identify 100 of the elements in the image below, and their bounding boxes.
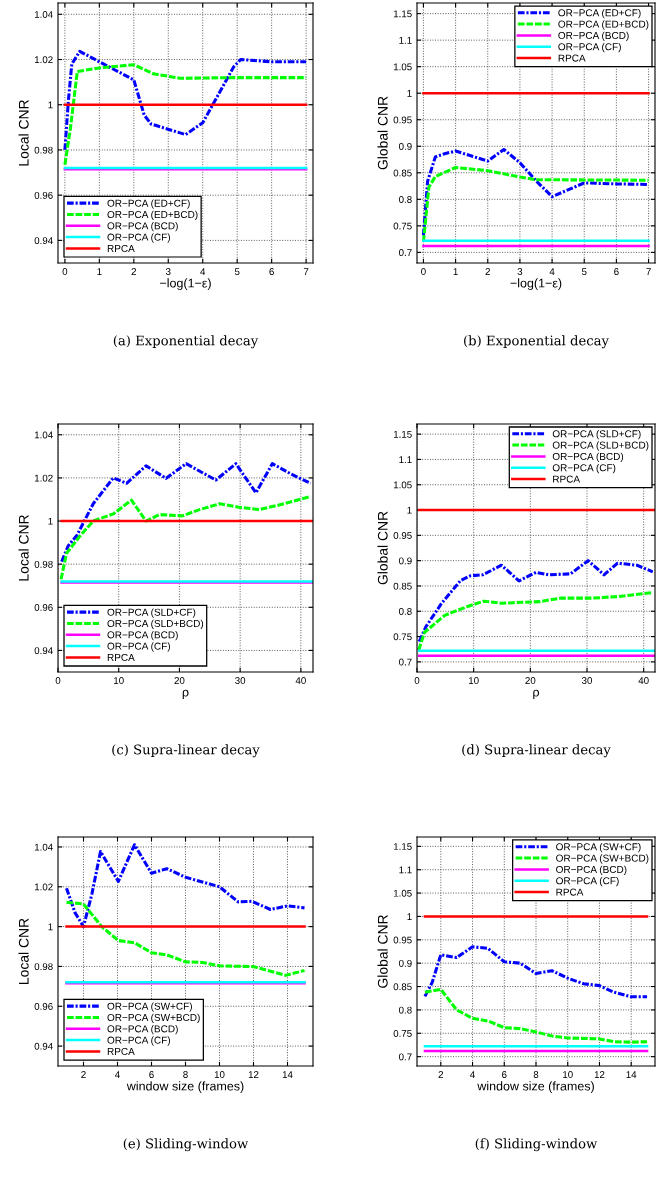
y-tick-label: 1: [48, 923, 53, 931]
y-tick-label: 0.7: [399, 249, 412, 257]
y-axis-title: Global CNR: [377, 96, 388, 170]
y-axis-title: Global CNR: [377, 511, 388, 585]
y-tick-label: 1: [407, 90, 412, 97]
x-axis-title: window size (frames): [477, 1081, 594, 1093]
y-tick-label: 0.85: [393, 582, 412, 590]
x-tick-label: 0: [55, 677, 61, 684]
x-tick-label: 30: [581, 677, 593, 684]
x-tick-label: 5: [581, 268, 587, 275]
y-tick-label: 0.8: [399, 1006, 412, 1014]
x-tick-label: 20: [174, 677, 185, 684]
legend-label: OR−PCA (SLD+CF): [107, 608, 196, 618]
y-tick-label: 1.04: [34, 11, 53, 18]
y-tick-label: 0.8: [399, 196, 412, 203]
y-tick-label: 0.75: [393, 633, 412, 641]
x-tick-label: 0: [62, 268, 68, 275]
legend-label: OR−PCA (SW+BCD): [107, 1013, 200, 1024]
y-tick-label: 1.05: [393, 481, 412, 489]
x-tick-label: 2: [485, 268, 490, 275]
y-tick-label: 1.05: [393, 63, 412, 71]
y-tick-label: 1.15: [393, 843, 412, 850]
y-tick-label: 0.8: [399, 608, 412, 615]
y-tick-label: 0.95: [393, 116, 412, 124]
x-axis-title: −log(1−ε): [160, 278, 211, 290]
y-tick-label: 0.94: [34, 1042, 53, 1050]
legend-label: OR−PCA (BCD): [107, 222, 178, 232]
legend-label: OR−PCA (ED+CF): [558, 9, 641, 19]
text: (f) Sliding-window: [475, 1138, 598, 1152]
x-tick-label: 6: [614, 268, 619, 275]
y-tick-label: 0.75: [393, 222, 412, 230]
x-tick-label: 1: [97, 268, 102, 275]
x-tick-label: 6: [149, 1071, 154, 1078]
legend-label: OR−PCA (SLD+BCD): [107, 619, 204, 630]
legend-label: RPCA: [107, 653, 135, 662]
x-tick-label: 7: [646, 268, 651, 275]
y-tick-label: 1.05: [393, 889, 412, 897]
y-tick-label: 1.02: [34, 883, 53, 891]
y-tick-label: 0.7: [399, 1053, 412, 1061]
x-tick-label: 4: [200, 268, 206, 275]
y-tick-label: 0.95: [393, 532, 412, 539]
y-tick-label: 0.98: [34, 560, 53, 568]
y-tick-label: 1.1: [399, 36, 412, 44]
y-tick-label: 1.1: [399, 456, 412, 463]
y-tick-label: 1.15: [393, 10, 412, 18]
x-tick-label: 0: [414, 677, 420, 684]
x-tick-label: 7: [303, 268, 309, 275]
y-tick-label: 0.9: [399, 557, 412, 565]
x-tick-label: 0: [421, 268, 426, 275]
y-axis-title: Local CNR: [18, 100, 29, 166]
x-tick-label: 4: [115, 1071, 120, 1078]
legend-label: OR−PCA (SW+CF): [107, 1002, 192, 1012]
y-tick-label: 1.02: [34, 56, 53, 64]
y-tick-label: 0.75: [393, 1030, 412, 1037]
legend-label: OR−PCA (BCD): [552, 452, 624, 462]
text: (a) Exponential decay: [113, 335, 259, 349]
x-tick-label: 20: [525, 677, 536, 684]
y-tick-label: 0.95: [393, 936, 412, 944]
y-tick-label: 1.04: [34, 843, 53, 851]
x-tick-label: 10: [469, 677, 479, 684]
y-tick-label: 1.15: [393, 430, 412, 438]
x-tick-label: 12: [594, 1071, 605, 1078]
x-tick-label: 8: [183, 1071, 188, 1078]
legend-label: RPCA: [553, 475, 581, 483]
legend-label: OR−PCA (ED+BCD): [558, 20, 649, 30]
y-tick-label: 1: [48, 517, 53, 525]
x-tick-label: 2: [438, 1071, 444, 1078]
y-tick-label: 1: [407, 913, 412, 920]
x-tick-label: 14: [282, 1071, 293, 1078]
y-tick-label: 0.98: [34, 146, 53, 154]
text: (b) Exponential decay: [464, 335, 609, 349]
legend-label: OR−PCA (CF): [107, 233, 170, 243]
y-tick-label: 1: [407, 506, 412, 514]
legend-label: OR−PCA (SW+CF): [556, 843, 641, 853]
y-axis-title: Global CNR: [377, 915, 388, 988]
y-tick-label: 1.1: [399, 866, 412, 874]
y-tick-label: 0.96: [34, 1002, 53, 1010]
legend-label: OR−PCA (BCD): [107, 1025, 178, 1035]
legend-label: OR−PCA (ED+BCD): [107, 210, 198, 221]
text: (e) Sliding-window: [123, 1138, 249, 1152]
y-tick-label: 0.96: [34, 604, 53, 611]
y-axis-title: Local CNR: [18, 918, 29, 984]
legend-label: OR−PCA (BCD): [558, 31, 629, 41]
legend-label: OR−PCA (CF): [558, 42, 621, 53]
x-tick-label: 6: [502, 1071, 507, 1078]
y-tick-label: 0.96: [34, 191, 53, 199]
legend-label: RPCA: [107, 1047, 135, 1056]
y-tick-label: 1.02: [34, 474, 53, 482]
legend-label: OR−PCA (BCD): [556, 865, 627, 875]
y-tick-label: 1: [48, 101, 53, 109]
x-tick-label: 14: [626, 1071, 637, 1078]
x-tick-label: 1: [453, 268, 458, 275]
x-tick-label: 4: [470, 1071, 475, 1078]
legend-label: OR−PCA (CF): [556, 876, 619, 887]
legend-label: OR−PCA (CF): [107, 1036, 170, 1046]
y-tick-label: 0.94: [34, 237, 53, 245]
legend-label: OR−PCA (CF): [107, 642, 170, 652]
y-tick-label: 0.98: [34, 963, 53, 971]
legend-label: RPCA: [107, 244, 135, 253]
legend-label: RPCA: [556, 888, 584, 896]
